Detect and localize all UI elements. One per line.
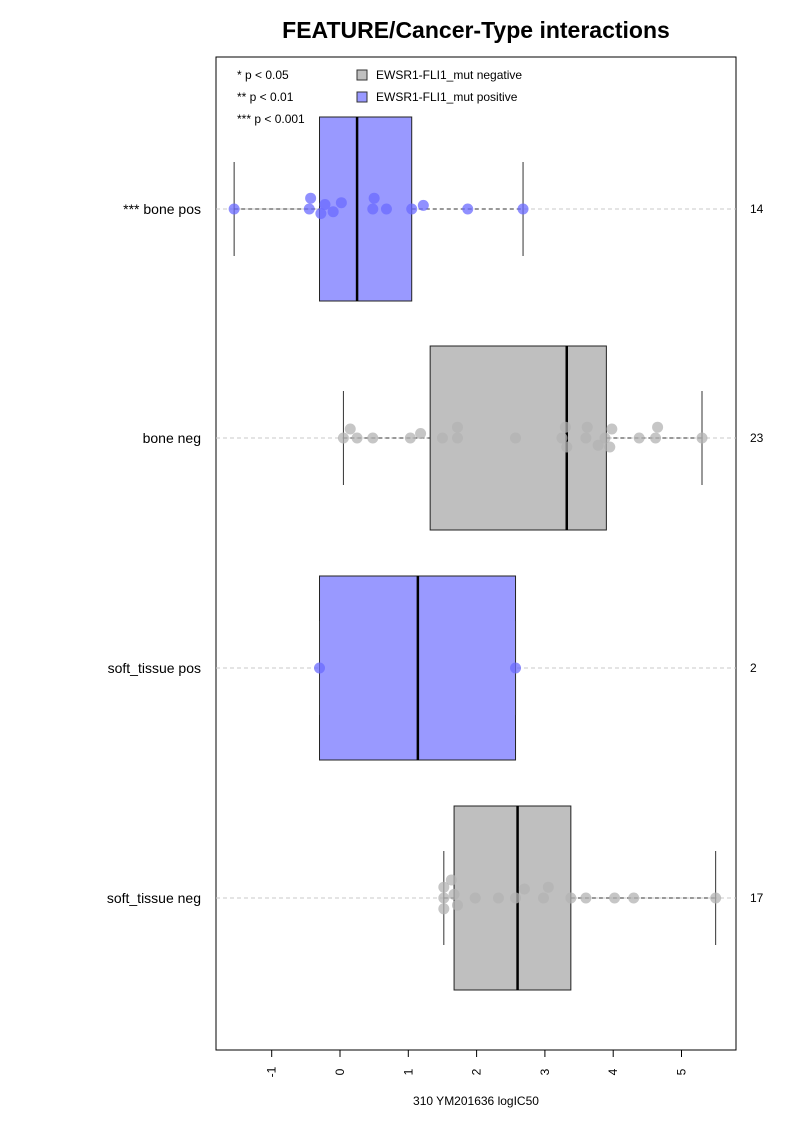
data-point [415, 428, 427, 439]
legend-swatch [356, 69, 368, 81]
data-point [542, 881, 554, 893]
significance-legend-item: *** p < 0.001 [237, 112, 305, 126]
data-point [580, 432, 592, 444]
data-point [367, 432, 379, 444]
data-point [305, 192, 317, 204]
data-point [606, 423, 618, 435]
data-point [314, 662, 326, 674]
data-point [652, 421, 664, 433]
data-point [609, 892, 621, 904]
group-label: *** bone pos [123, 201, 201, 217]
data-point [559, 421, 571, 433]
significance-legend-item: * p < 0.05 [237, 68, 289, 82]
data-point [319, 199, 331, 210]
data-point [438, 903, 450, 915]
legend-label: EWSR1-FLI1_mut positive [376, 90, 518, 104]
data-point [510, 662, 522, 674]
data-point [510, 892, 522, 904]
data-point [581, 421, 593, 433]
data-point [565, 892, 577, 904]
data-point [599, 432, 611, 444]
x-axis: -1 0 1 2 3 4 5 [265, 1049, 689, 1077]
count-label: 17 [750, 891, 764, 905]
x-tick-label: 2 [470, 1068, 484, 1075]
data-point [628, 892, 640, 904]
data-point [556, 432, 568, 444]
data-point [404, 432, 416, 444]
data-point [335, 197, 347, 209]
group-label: soft_tissue neg [107, 890, 201, 906]
x-axis-label: 310 YM201636 logIC50 [413, 1094, 539, 1108]
data-point [436, 432, 448, 444]
data-point [604, 441, 616, 453]
data-point [368, 192, 380, 204]
data-point [451, 432, 463, 444]
data-point [344, 423, 356, 435]
x-tick-label: 0 [333, 1068, 347, 1075]
data-point [417, 199, 429, 211]
count-label: 2 [750, 661, 757, 675]
data-point [445, 874, 457, 886]
x-tick-label: 3 [538, 1068, 552, 1075]
data-point [228, 203, 240, 215]
data-point [406, 203, 418, 215]
x-tick-label: 4 [606, 1068, 620, 1075]
data-point [462, 203, 474, 215]
data-point [380, 203, 392, 215]
data-point [518, 883, 530, 895]
data-point [650, 432, 662, 444]
data-point [327, 206, 339, 218]
x-tick-label: 5 [675, 1068, 689, 1075]
group-label: soft_tissue pos [108, 660, 201, 676]
data-point [538, 892, 550, 904]
data-point [517, 203, 529, 215]
data-point [448, 888, 460, 900]
data-point [351, 432, 363, 444]
data-point [710, 892, 722, 904]
data-point [438, 881, 450, 893]
legend: * p < 0.05 ** p < 0.01 *** p < 0.001 EWSR1-… [237, 68, 522, 126]
group-label: bone neg [143, 430, 201, 446]
data-point [367, 203, 379, 215]
data-point [492, 892, 504, 904]
significance-legend-item: ** p < 0.01 [237, 90, 294, 104]
count-label: 23 [750, 431, 764, 445]
count-label: 14 [750, 202, 764, 216]
legend-label: EWSR1-FLI1_mut negative [376, 68, 522, 82]
data-point [451, 899, 463, 911]
data-point [561, 441, 573, 453]
legend-swatch [356, 91, 368, 103]
data-point [510, 432, 522, 444]
data-point [580, 892, 592, 904]
plot-layer: *** bone pos 14 bone neg 23 soft_tissue pos 2… [107, 116, 764, 991]
data-point [337, 432, 349, 444]
data-point [315, 208, 327, 219]
data-point [592, 439, 604, 451]
data-point [633, 432, 645, 444]
chart-title: FEATURE/Cancer-Type interactions [282, 17, 670, 43]
data-point [303, 203, 315, 215]
data-point [696, 432, 708, 444]
data-point [438, 892, 450, 904]
x-tick-label: -1 [265, 1066, 279, 1077]
x-tick-label: 1 [401, 1068, 415, 1075]
data-point [451, 421, 463, 433]
data-point [469, 892, 481, 904]
